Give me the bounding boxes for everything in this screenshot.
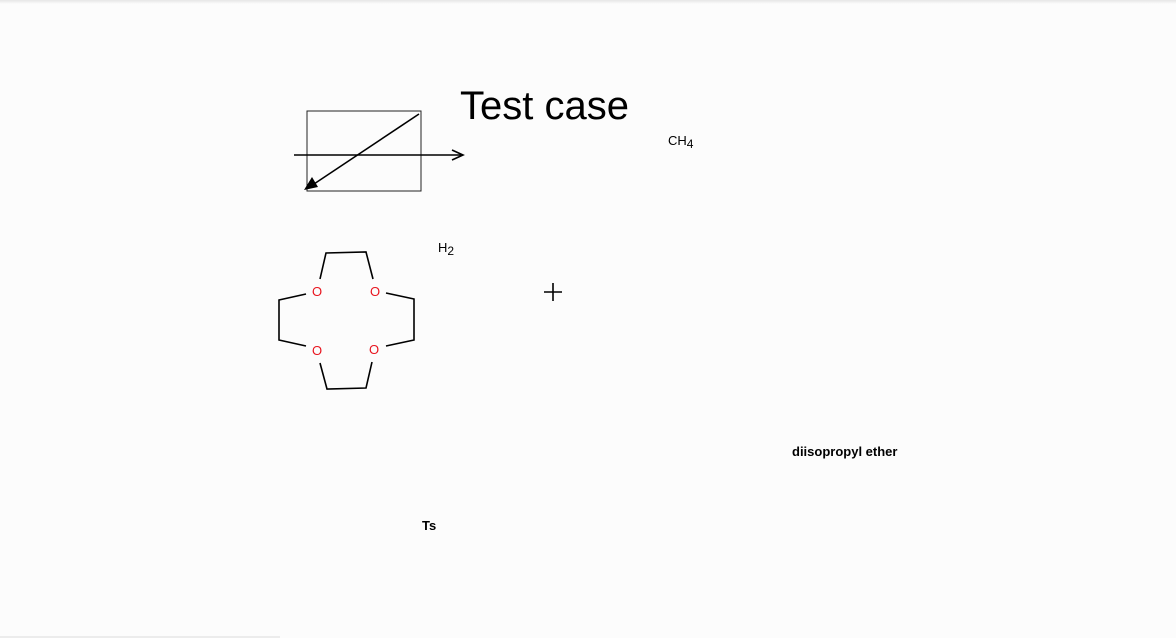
top-edge-shadow [0,0,1176,4]
oxygen-atom: O [312,284,322,299]
protecting-group-label[interactable]: Ts [422,518,436,533]
crown-ether-molecule[interactable]: O O O O [278,251,415,390]
arrowhead-open-icon [451,149,465,161]
horizontal-arrow[interactable] [294,149,465,161]
plus-icon[interactable] [544,283,562,301]
title-text[interactable]: Test case [460,84,629,128]
arrowhead-filled-icon [304,177,318,190]
hydrogen-subscript: 2 [447,244,454,258]
diagonal-arrow[interactable] [304,113,420,190]
bottom-edge-line [0,636,280,638]
bond-left [278,293,307,347]
bond-top [319,251,374,280]
methane-formula[interactable]: CH4 [668,133,694,151]
bond-bottom [319,361,373,390]
rectangle-shape[interactable] [306,110,422,192]
hydrogen-formula[interactable]: H2 [438,240,454,258]
oxygen-atom: O [369,342,379,357]
solvent-label[interactable]: diisopropyl ether [792,444,897,459]
hydrogen-main: H [438,240,447,255]
oxygen-atom: O [312,343,322,358]
methane-subscript: 4 [687,137,694,151]
bond-right [385,292,415,347]
oxygen-atom: O [370,284,380,299]
methane-main: CH [668,133,687,148]
